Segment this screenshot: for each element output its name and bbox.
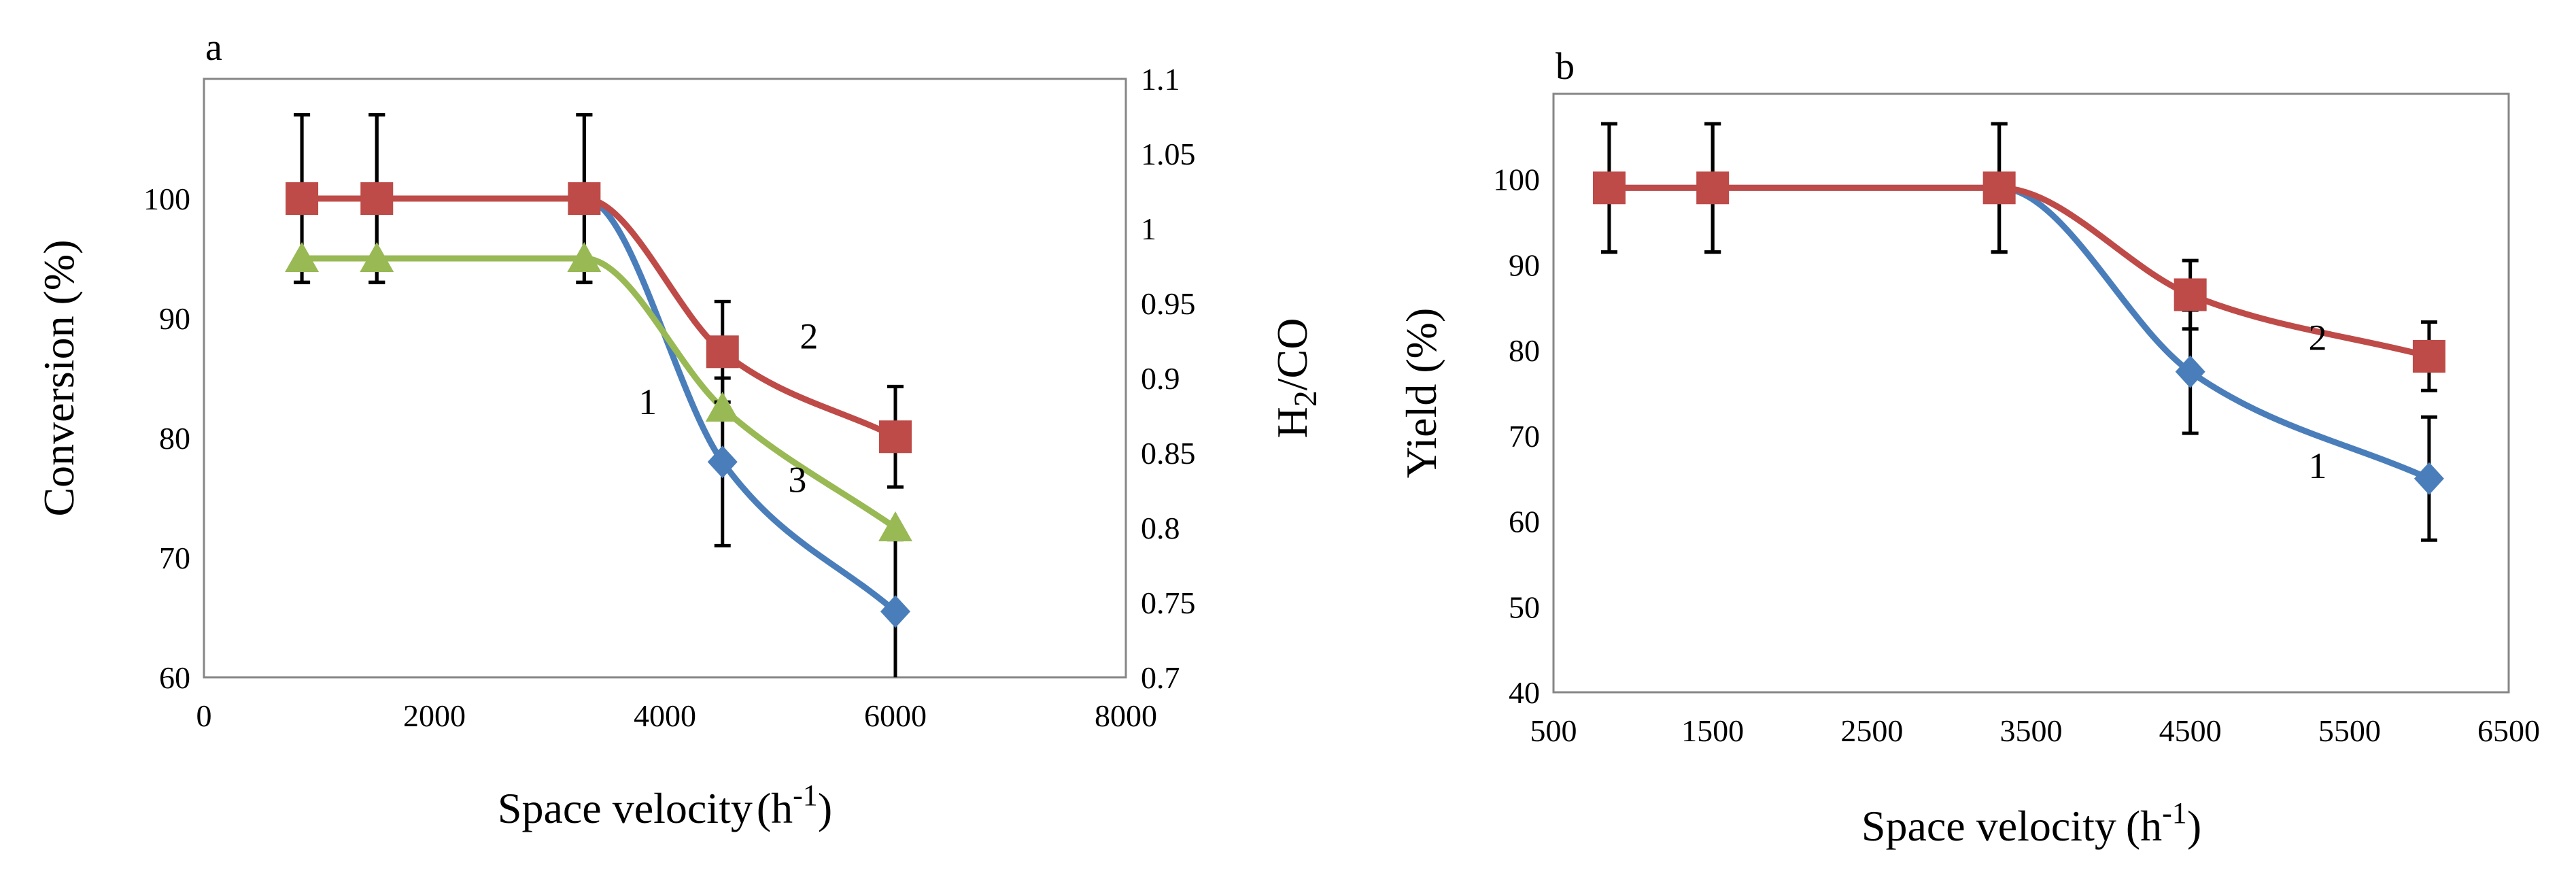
a-y2-tick-label: 0.85 xyxy=(1141,436,1196,471)
series-1-point xyxy=(2175,355,2205,388)
series-1-point xyxy=(2414,462,2444,495)
panel-a-xlabel-sup: -1 xyxy=(793,779,818,812)
b-markers xyxy=(1592,171,2445,495)
series-2-point xyxy=(1592,171,1626,205)
b-x-tick-label: 6500 xyxy=(2477,713,2540,748)
a-x-tick-label: 8000 xyxy=(1095,698,1157,733)
panel-a-series xyxy=(285,113,912,677)
panel-a-y2label-sub: 2 xyxy=(1288,390,1324,407)
b-y-tick-label: 50 xyxy=(1509,590,1540,624)
b-series-annotation: 1 xyxy=(2309,445,2327,486)
panel-b-xlabel: Space velocity xyxy=(1861,802,2116,850)
a-x-tick-label: 2000 xyxy=(403,698,466,733)
panel-a-x-axis-title: Space velocity(h-1) xyxy=(498,779,832,832)
series-2-point xyxy=(568,182,601,215)
a-y2-tick-label: 0.95 xyxy=(1141,286,1196,321)
a-series-annotation: 2 xyxy=(800,316,818,356)
a-series-annotation: 3 xyxy=(788,460,806,501)
b-x-tick-label: 5500 xyxy=(2318,713,2381,748)
a-y2-tick-label: 0.9 xyxy=(1141,361,1180,396)
series-1-point xyxy=(880,595,910,628)
panel-a-y2-axis-title: H2/CO xyxy=(1268,318,1324,439)
series-2-line xyxy=(1606,184,2433,360)
panel-a-letter: a xyxy=(205,27,222,69)
a-y-tick-label: 100 xyxy=(143,182,190,216)
a-y2-tick-label: 1.1 xyxy=(1141,62,1180,97)
series-2-point xyxy=(706,335,739,369)
b-y-tick-label: 100 xyxy=(1493,163,1540,197)
a-markers xyxy=(285,182,912,628)
b-x-tick-label: 4500 xyxy=(2159,713,2222,748)
b-y-tick-label: 40 xyxy=(1509,675,1540,710)
panel-a-y-tick-labels: 60 70 80 90 100 xyxy=(143,182,190,695)
panel-b-xlabel-end: ) xyxy=(2187,802,2201,850)
panel-a-y2label-h: H xyxy=(1268,407,1316,438)
panel-a-x-tick-labels: 0 2000 4000 6000 8000 xyxy=(196,698,1158,733)
a-x-tick-label: 0 xyxy=(196,698,212,733)
series-3-point xyxy=(360,242,394,272)
a-x-tick-label: 6000 xyxy=(864,698,927,733)
b-y-tick-label: 90 xyxy=(1509,248,1540,282)
a-y2-tick-label: 0.7 xyxy=(1141,660,1180,695)
series-1-point xyxy=(707,445,738,479)
panel-b-plot-area xyxy=(1552,92,2510,694)
a-y2-tick-label: 0.75 xyxy=(1141,586,1196,620)
a-y-tick-label: 90 xyxy=(159,301,190,336)
a-series-lines xyxy=(298,195,899,615)
series-3-point xyxy=(705,392,740,422)
panel-b-xlabel-unit: (h xyxy=(2126,802,2162,850)
series-2-point xyxy=(879,420,912,454)
panel-b-annotations: 12 xyxy=(2309,317,2327,486)
b-x-tick-label: 1500 xyxy=(1681,713,1744,748)
a-series-annotation: 1 xyxy=(638,381,657,422)
series-3-point xyxy=(567,242,602,272)
panel-b-y-tick-labels: 40 50 60 70 80 90 100 xyxy=(1493,163,1540,710)
panel-b-x-axis-title: Space velocity (h-1) xyxy=(1861,796,2201,850)
panel-a-annotations: 1 2 3 xyxy=(638,316,818,500)
panel-a-plot-area xyxy=(203,78,1127,679)
panel-b-series xyxy=(1592,122,2445,542)
b-y-tick-label: 60 xyxy=(1509,505,1540,539)
panel-b-chart: b 500 1500 2500 3500 4500 5500 6500 40 50 60 70 80… xyxy=(1397,46,2540,850)
b-y-tick-label: 70 xyxy=(1509,419,1540,454)
a-y2-tick-label: 1.05 xyxy=(1141,137,1196,171)
a-y2-tick-label: 0.8 xyxy=(1141,511,1180,545)
series-3-point xyxy=(878,511,912,541)
series-2-point xyxy=(2174,278,2207,311)
series-2-point xyxy=(1982,171,2016,205)
panel-a-y-axis-title: Conversion (%) xyxy=(35,239,83,516)
series-3-point xyxy=(285,242,320,272)
b-x-tick-label: 3500 xyxy=(2000,713,2063,748)
series-2-point xyxy=(1696,171,1730,205)
panel-a-xlabel-end: ) xyxy=(818,784,832,832)
series-2-point xyxy=(2412,339,2445,373)
a-y-tick-label: 80 xyxy=(159,421,190,456)
series-1-line xyxy=(1606,184,2433,482)
b-y-tick-label: 80 xyxy=(1509,333,1540,368)
panel-b-y-axis-title: Yield (%) xyxy=(1397,308,1445,479)
panel-b-xlabel-sup: -1 xyxy=(2162,796,2187,830)
a-x-tick-label: 4000 xyxy=(634,698,696,733)
a-y-tick-label: 70 xyxy=(159,541,190,575)
a-y2-tick-label: 1 xyxy=(1141,211,1156,246)
b-x-tick-label: 500 xyxy=(1530,713,1577,748)
panel-a-xlabel-unit: (h xyxy=(757,784,793,832)
a-y-tick-label: 60 xyxy=(159,660,190,695)
panel-a-y2label-end: /CO xyxy=(1268,318,1316,391)
b-series-annotation: 2 xyxy=(2309,317,2327,358)
panel-b-x-tick-labels: 500 1500 2500 3500 4500 5500 6500 xyxy=(1530,713,2541,748)
b-x-tick-label: 2500 xyxy=(1840,713,1903,748)
panel-a-y2-tick-labels: 0.7 0.75 0.8 0.85 0.9 0.95 1 1.05 1.1 xyxy=(1141,62,1196,695)
panel-a-xlabel: Space velocity xyxy=(498,784,753,832)
b-series-lines xyxy=(1606,184,2433,482)
panel-b-letter: b xyxy=(1556,46,1575,88)
series-2-point xyxy=(286,182,319,215)
series-2-point xyxy=(360,182,394,215)
